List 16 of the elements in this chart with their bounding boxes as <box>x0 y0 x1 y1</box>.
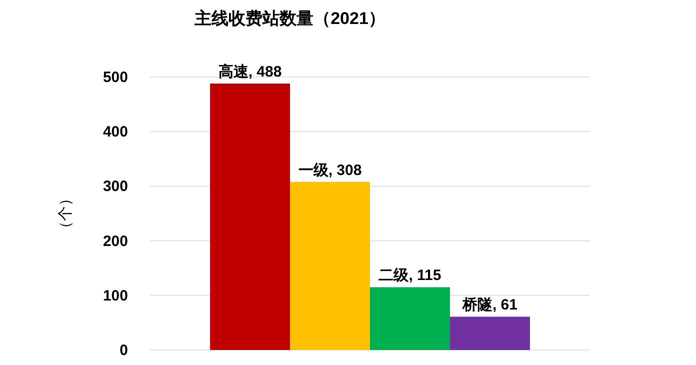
y-tick-label: 400 <box>102 124 128 141</box>
data-label: 一级, 308 <box>298 162 362 179</box>
y-tick-label: 100 <box>102 287 128 304</box>
y-tick-label: 300 <box>102 178 128 196</box>
bar <box>210 84 290 350</box>
data-label: 高速, 488 <box>218 62 282 81</box>
y-tick-label: 200 <box>102 232 128 250</box>
data-label: 桥隧, 61 <box>461 296 518 314</box>
bar <box>370 287 450 350</box>
bar <box>290 182 370 350</box>
y-tick-label: 500 <box>102 69 128 86</box>
data-label: 二级, 115 <box>378 267 442 284</box>
chart-title: 主线收费站数量（2021） <box>194 9 386 28</box>
y-tick-label: 0 <box>120 342 128 359</box>
y-axis-title: （个） <box>57 191 74 236</box>
bar <box>450 316 530 350</box>
